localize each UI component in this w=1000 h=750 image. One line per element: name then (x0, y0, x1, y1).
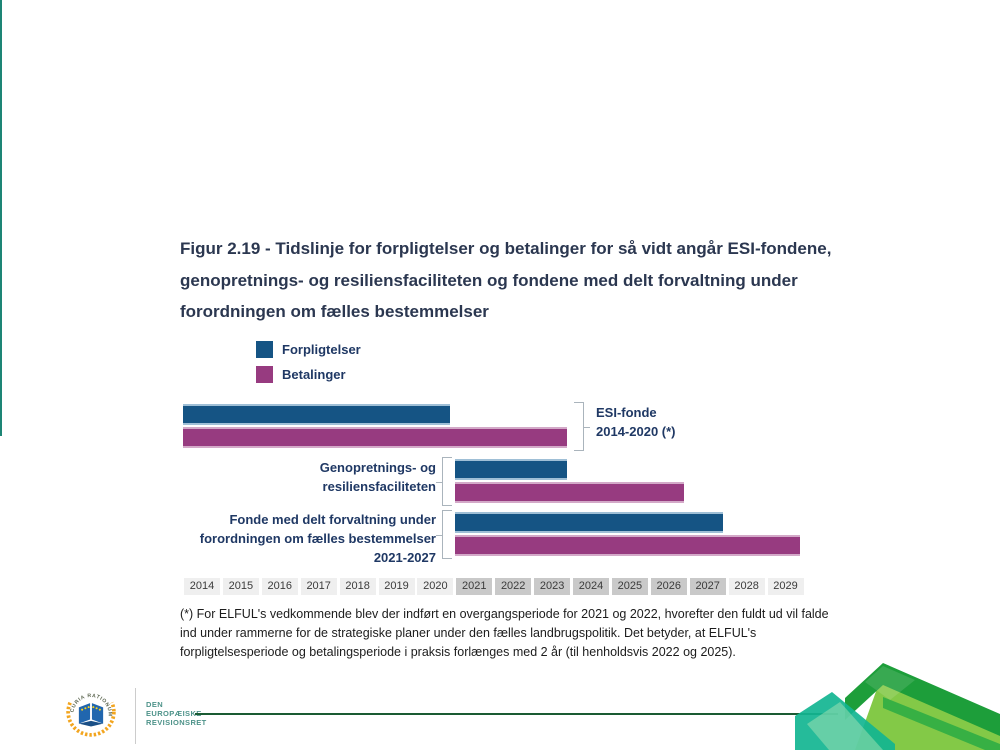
bracket-tick (436, 534, 443, 536)
group-label-line: Fonde med delt forvaltning under (229, 512, 436, 527)
legend-label-betalinger: Betalinger (282, 367, 346, 382)
bracket-tick (436, 481, 443, 483)
axis-year-2029: 2029 (767, 578, 804, 595)
group-label: Fonde med delt forvaltning under forordni… (200, 510, 436, 567)
footnote: (*) For ELFUL's vedkommende blev der ind… (180, 607, 829, 659)
axis-year-2025: 2025 (611, 578, 648, 595)
legend-item-betalinger: Betalinger (256, 366, 346, 383)
bar-forpligtelser-group1 (183, 404, 451, 425)
org-name-line: REVISIONSRET (146, 718, 207, 727)
group-label-line: 2014-2020 (*) (596, 424, 676, 439)
axis-year-2024: 2024 (573, 578, 609, 595)
bar-betalinger-group2 (455, 482, 684, 503)
accent-strip-left (0, 0, 2, 436)
axis-year-2018: 2018 (339, 578, 376, 595)
group-label: ESI-fonde 2014-2020 (*) (596, 403, 676, 441)
group-label-line: 2021-2027 (373, 550, 436, 565)
group-label: Genopretnings- og resiliensfaciliteten (320, 458, 436, 496)
axis-year-2017: 2017 (300, 578, 337, 595)
legend-swatch-betalinger (256, 366, 273, 383)
org-name: DEN EUROPÆISKE REVISIONSRET (146, 700, 207, 727)
bar-betalinger-group3 (455, 535, 801, 556)
bar-forpligtelser-group3 (455, 512, 723, 533)
bar-betalinger-group1 (183, 427, 567, 448)
group-label-line: forordningen om fælles bestemmelser (199, 531, 436, 546)
group-bracket (436, 457, 452, 506)
axis-year-2023: 2023 (534, 578, 571, 595)
axis-year-2028: 2028 (728, 578, 765, 595)
org-name-line: DEN (146, 700, 164, 709)
axis-year-2015: 2015 (222, 578, 259, 595)
axis-year-2022: 2022 (495, 578, 532, 595)
axis-year-2027: 2027 (689, 578, 726, 595)
figure-title: Figur 2.19 - Tidslinje for forpligtelser… (180, 239, 832, 321)
bracket-tick (583, 426, 590, 428)
legend-label-forpligtelser: Forpligtelser (282, 342, 361, 357)
emblem-top-mask (67, 686, 115, 705)
axis-year-2026: 2026 (650, 578, 687, 595)
green-arrows-graphic (795, 663, 1000, 750)
group-label-line: Genopretnings- og (319, 460, 436, 475)
footer-separator (135, 688, 136, 744)
axis-year-2014: 2014 (184, 578, 220, 595)
legend-swatch-forpligtelser (256, 341, 273, 358)
bar-forpligtelser-group2 (455, 459, 567, 480)
axis-year-2016: 2016 (261, 578, 298, 595)
emblem-open-book-icon (78, 703, 104, 727)
eca-emblem: CURIA RATIONUM (66, 686, 116, 737)
group-bracket (436, 510, 452, 559)
footer-rule (195, 713, 838, 715)
axis-year-2020: 2020 (417, 578, 454, 595)
axis-year-2021: 2021 (456, 578, 493, 595)
group-bracket (574, 402, 590, 451)
org-name-line: EUROPÆISKE (146, 709, 202, 718)
group-label-line: resiliensfaciliteten (322, 479, 436, 494)
axis-year-2019: 2019 (378, 578, 415, 595)
legend-item-forpligtelser: Forpligtelser (256, 341, 361, 358)
group-label-line: ESI-fonde (596, 405, 657, 420)
